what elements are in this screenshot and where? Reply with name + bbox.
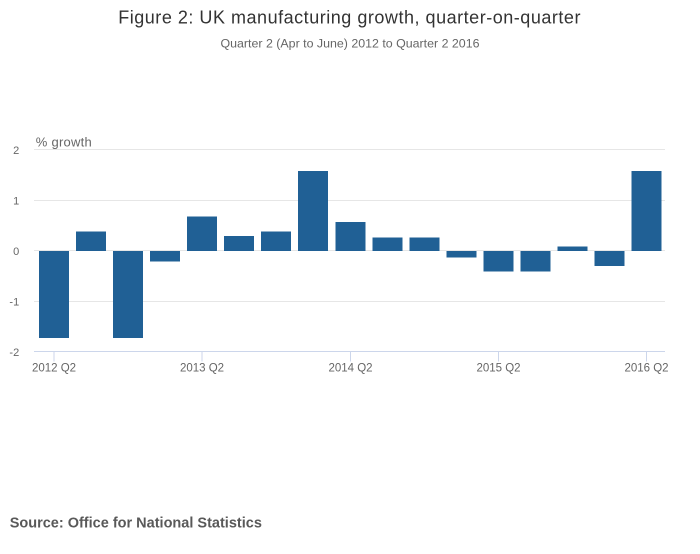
svg-text:-1: -1 (9, 296, 19, 308)
svg-text:2: 2 (13, 145, 19, 157)
svg-text:0: 0 (13, 246, 19, 258)
svg-text:1: 1 (13, 195, 19, 207)
svg-text:2012 Q2: 2012 Q2 (32, 363, 76, 375)
svg-text:2013 Q2: 2013 Q2 (180, 363, 224, 375)
svg-text:Figure 2: UK manufacturing gro: Figure 2: UK manufacturing growth, quart… (118, 8, 581, 28)
svg-text:-2: -2 (9, 347, 19, 359)
svg-text:2016 Q2: 2016 Q2 (624, 363, 668, 375)
svg-text:2015 Q2: 2015 Q2 (476, 363, 520, 375)
svg-text:% growth: % growth (36, 135, 92, 150)
svg-text:2014 Q2: 2014 Q2 (328, 363, 372, 375)
svg-text:Source: Office for National St: Source: Office for National Statistics (10, 516, 262, 532)
svg-text:Quarter 2 (Apr to June) 2012 t: Quarter 2 (Apr to June) 2012 to Quarter … (221, 37, 480, 51)
